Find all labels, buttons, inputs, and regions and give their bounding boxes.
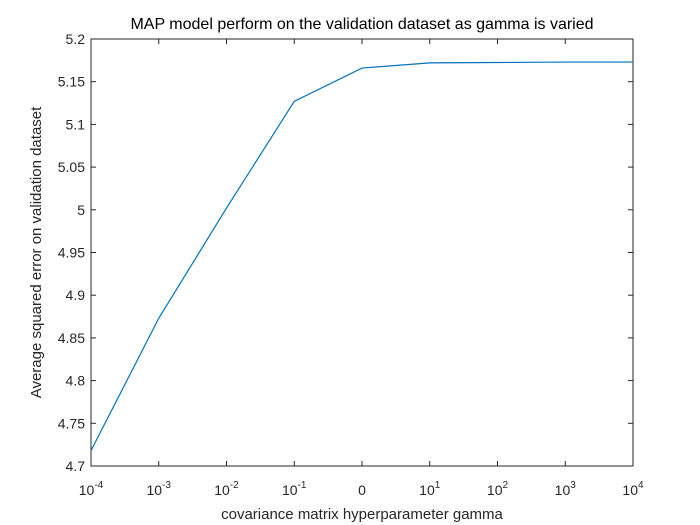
- y-axis-label: Average squared error on validation data…: [28, 106, 45, 398]
- x-tick-label: 101: [419, 480, 441, 498]
- y-tick-label: 4.95: [58, 245, 85, 261]
- x-tick-label: 0: [358, 482, 366, 498]
- plot-area: [90, 38, 634, 467]
- y-tick-label: 5.05: [58, 159, 85, 175]
- y-tick-label: 5: [77, 202, 85, 218]
- x-tick-label: 104: [622, 480, 644, 498]
- y-tick-label: 4.85: [58, 330, 85, 346]
- y-tick-label: 5.15: [58, 74, 85, 90]
- x-tick-label: 102: [487, 480, 509, 498]
- y-tick-label: 4.7: [66, 458, 86, 474]
- series-line: [90, 61, 633, 451]
- y-tick-label: 5.2: [66, 31, 86, 47]
- y-tick-label: 4.8: [66, 373, 86, 389]
- x-tick-label: 10-2: [214, 480, 239, 498]
- y-tick-label: 4.9: [66, 287, 86, 303]
- x-axis: 10-4 10-3 10-2 10-1 0 101 102 103 104: [79, 39, 644, 498]
- y-axis: 4.7 4.75 4.8 4.85 4.9 4.95 5 5.05 5.1 5.15 5.2: [58, 31, 633, 474]
- x-tick-label: 10-4: [79, 480, 104, 498]
- y-tick-label: 5.1: [66, 116, 86, 132]
- y-tick-label: 4.75: [58, 415, 85, 431]
- x-tick-label: 103: [555, 480, 577, 498]
- x-tick-label: 10-1: [282, 480, 307, 498]
- chart-title: MAP model perform on the validation data…: [130, 16, 593, 33]
- x-axis-label: covariance matrix hyperparameter gamma: [221, 506, 503, 523]
- x-tick-label: 10-3: [147, 480, 172, 498]
